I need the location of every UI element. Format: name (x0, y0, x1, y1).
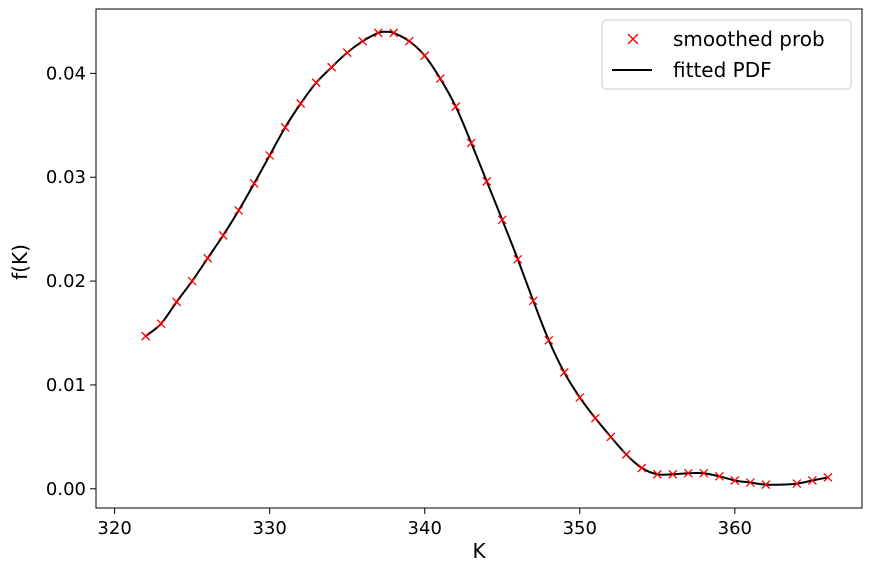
smoothed-prob-marker (559, 368, 569, 377)
x-tick-label: 340 (408, 518, 442, 539)
axes-frame (95, 8, 863, 509)
smoothed-prob-marker (528, 296, 538, 306)
smoothed-prob-marker (590, 413, 600, 423)
smoothed-prob-marker (342, 48, 352, 58)
smoothed-prob-marker (187, 276, 197, 286)
smoothed-prob-marker (621, 450, 631, 459)
smoothed-prob-marker (544, 335, 554, 345)
smoothed-prob-marker (761, 480, 771, 490)
y-tick-label: 0.03 (46, 167, 86, 188)
x-tick-label: 360 (718, 518, 752, 539)
smoothed-prob-marker (280, 122, 290, 132)
smoothed-prob-marker (311, 78, 321, 88)
smoothed-prob-marker (435, 74, 445, 84)
legend: smoothed prob fitted PDF (601, 19, 852, 90)
smoothed-prob-marker (358, 36, 368, 46)
y-tick-label: 0.04 (46, 63, 86, 84)
legend-marker-icon (627, 33, 639, 45)
smoothed-prob-marker (637, 463, 647, 473)
smoothed-prob-marker (466, 138, 476, 148)
smoothed-prob-marker (404, 36, 414, 46)
smoothed-prob-marker (296, 99, 306, 108)
smoothed-prob-marker (234, 206, 244, 215)
smoothed-prob-marker (420, 51, 430, 61)
fitted-pdf-line (144, 30, 829, 486)
smoothed-prob-marker (652, 469, 662, 479)
smoothed-prob-marker (327, 62, 337, 72)
smoothed-prob-marker (265, 150, 275, 160)
smoothed-prob-marker (745, 478, 755, 488)
legend-label-fitted-pdf: fitted PDF (673, 58, 772, 82)
smoothed-prob-marker (482, 176, 492, 186)
smoothed-prob-marker (683, 468, 693, 478)
smoothed-prob-marker (156, 319, 166, 329)
smoothed-prob-marker (730, 476, 740, 485)
smoothed-prob-marker (575, 392, 585, 402)
smoothed-prob-marker (141, 331, 151, 341)
smoothed-prob-marker (373, 28, 383, 38)
x-tick-label: 320 (97, 518, 131, 539)
smoothed-prob-marker (249, 179, 259, 188)
x-tick-label: 330 (252, 518, 286, 539)
smoothed-prob-marker (497, 215, 507, 225)
smoothed-prob-marker (203, 253, 213, 263)
smoothed-prob-marker (172, 297, 182, 307)
smoothed-prob-marker (451, 102, 461, 112)
y-tick-label: 0.00 (46, 479, 86, 500)
x-axis-label: K (472, 539, 486, 563)
smoothed-prob-marker (218, 230, 228, 240)
smoothed-prob-marker (807, 476, 817, 485)
smoothed-prob-marker (513, 254, 523, 264)
smoothed-prob-marker (668, 469, 678, 479)
y-tick-label: 0.02 (46, 271, 86, 292)
y-tick-label: 0.01 (46, 375, 86, 396)
legend-label-smoothed-prob: smoothed prob (673, 27, 825, 51)
y-axis-label: f(K) (8, 244, 32, 280)
smoothed-prob-marker (606, 432, 616, 442)
plot-area (141, 28, 833, 490)
axes-ticks: 320 330 340 350 360 0.00 0.01 0.02 0.03 0.04 (46, 63, 752, 539)
smoothed-prob-marker (714, 471, 724, 481)
x-tick-label: 350 (563, 518, 597, 539)
smoothed-prob-marker (699, 468, 709, 478)
smoothed-prob-marker (823, 472, 833, 482)
legend-box (601, 19, 852, 90)
smoothed-prob-marker (792, 479, 802, 489)
smoothed-prob-marker (389, 28, 399, 38)
